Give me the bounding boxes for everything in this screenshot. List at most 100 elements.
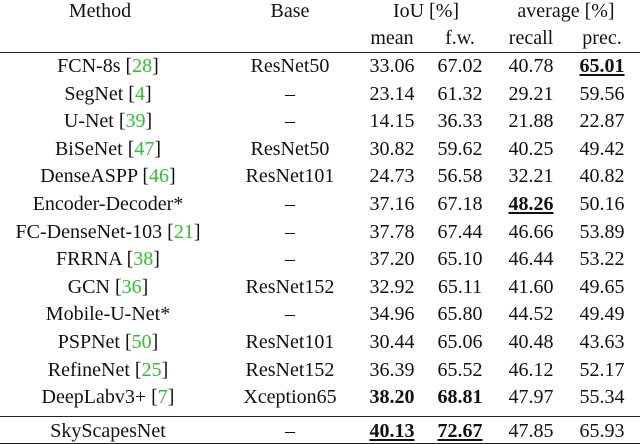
citation: [36]: [114, 275, 149, 298]
base-cell: –: [285, 220, 295, 243]
value-cell: 67.44: [437, 220, 483, 243]
value-cell: 36.33: [437, 110, 483, 133]
method-name: FRRNA: [56, 248, 122, 271]
method-cell: U-Net [39]: [64, 111, 152, 131]
value-cell: 59.56: [579, 82, 625, 105]
method-cell: PSPNet [50]: [58, 332, 159, 352]
value-cell: 24.73: [369, 165, 415, 188]
header-base: Base: [270, 0, 310, 22]
value-cell: 65.93: [579, 420, 625, 442]
value-cell: 65.10: [437, 248, 483, 271]
method-name: Mobile-U-Net*: [45, 303, 171, 326]
column-header: recall: [508, 27, 554, 49]
value-cell: 41.60: [508, 275, 554, 298]
base-cell: –: [285, 82, 295, 105]
method-name: DeepLabv3+: [41, 386, 147, 409]
citation: [28]: [125, 55, 159, 77]
value-cell: 59.62: [437, 137, 483, 160]
citation: [46]: [142, 165, 176, 188]
citation: [25]: [134, 358, 169, 381]
column-header: f.w.: [445, 27, 475, 49]
base-cell: –: [285, 110, 295, 133]
base-cell: Xception65: [243, 386, 337, 409]
column-header: prec.: [582, 27, 622, 49]
value-cell: 65.52: [437, 358, 483, 381]
citation: [21]: [167, 220, 201, 243]
method-cell: SegNet [4]: [64, 84, 151, 104]
method-cell: Mobile-U-Net*: [46, 304, 170, 324]
method-cell: Encoder-Decoder*: [33, 194, 184, 214]
value-cell: 32.92: [369, 275, 415, 298]
value-cell: 50.16: [579, 193, 625, 215]
value-cell: 53.22: [579, 248, 625, 271]
base-cell: ResNet152: [245, 358, 335, 381]
value-cell: 37.20: [369, 248, 415, 271]
method-cell: FC-DenseNet-103 [21]: [16, 222, 201, 242]
method-cell: BiSeNet [47]: [55, 139, 161, 159]
value-cell: 21.88: [508, 110, 554, 133]
base-cell: –: [285, 248, 295, 271]
header-rule: [0, 52, 640, 53]
citation: [39]: [118, 110, 153, 133]
value-cell: 72.67: [437, 420, 483, 442]
method-name: DenseASPP: [40, 165, 138, 188]
value-cell: 14.15: [369, 110, 415, 133]
base-cell: ResNet152: [245, 275, 335, 298]
method-cell: SkyScapesNet: [50, 421, 166, 441]
value-cell: 30.82: [369, 137, 415, 160]
value-cell: 65.06: [437, 331, 483, 353]
value-cell: 56.58: [437, 165, 483, 188]
value-cell: 68.81: [437, 386, 483, 409]
value-cell: 49.49: [579, 303, 625, 326]
value-cell: 40.25: [508, 137, 554, 160]
value-cell: 67.18: [437, 193, 483, 215]
method-name: RefineNet: [47, 358, 130, 381]
base-cell: ResNet50: [250, 55, 330, 77]
value-cell: 46.44: [508, 248, 554, 271]
value-cell: 67.02: [437, 55, 483, 77]
value-cell: 47.85: [508, 420, 554, 442]
method-name: BiSeNet: [54, 137, 123, 160]
value-cell: 53.89: [579, 220, 625, 243]
value-cell: 52.17: [579, 358, 625, 381]
citation: [38]: [126, 248, 160, 271]
value-cell: 30.44: [369, 331, 415, 353]
value-cell: 32.21: [508, 165, 554, 188]
method-cell: FCN-8s [28]: [57, 56, 159, 76]
value-cell: 48.26: [508, 193, 554, 215]
base-cell: –: [285, 420, 295, 442]
value-cell: 33.06: [369, 55, 415, 77]
value-cell: 65.11: [437, 275, 483, 298]
base-cell: –: [285, 193, 295, 215]
citation: [4]: [128, 82, 152, 105]
value-cell: 65.01: [579, 55, 625, 77]
value-cell: 49.65: [579, 275, 625, 298]
value-cell: 40.13: [369, 420, 415, 442]
value-cell: 37.78: [369, 220, 415, 243]
column-header: mean: [370, 27, 414, 49]
method-name: FC-DenseNet-103: [15, 220, 163, 243]
value-cell: 43.63: [579, 331, 625, 353]
value-cell: 37.16: [369, 193, 415, 215]
method-cell: FRRNA [38]: [56, 249, 160, 269]
value-cell: 46.12: [508, 358, 554, 381]
method-name: GCN: [67, 275, 110, 298]
base-cell: –: [285, 303, 295, 326]
value-cell: 40.82: [579, 165, 625, 188]
value-cell: 36.39: [369, 358, 415, 381]
method-name: SkyScapesNet: [50, 420, 166, 442]
base-cell: ResNet101: [245, 331, 335, 353]
header-method: Method: [68, 0, 132, 22]
value-cell: 65.80: [437, 303, 483, 326]
final-rule: [0, 416, 640, 417]
method-cell: GCN [36]: [68, 277, 149, 297]
value-cell: 55.34: [579, 386, 625, 409]
method-name: FCN-8s: [57, 55, 121, 77]
value-cell: 44.52: [508, 303, 554, 326]
value-cell: 34.96: [369, 303, 415, 326]
value-cell: 49.42: [579, 137, 625, 160]
header-average: average [%]: [517, 0, 615, 22]
citation: [7]: [151, 386, 175, 409]
method-cell: DenseASPP [46]: [40, 166, 175, 186]
